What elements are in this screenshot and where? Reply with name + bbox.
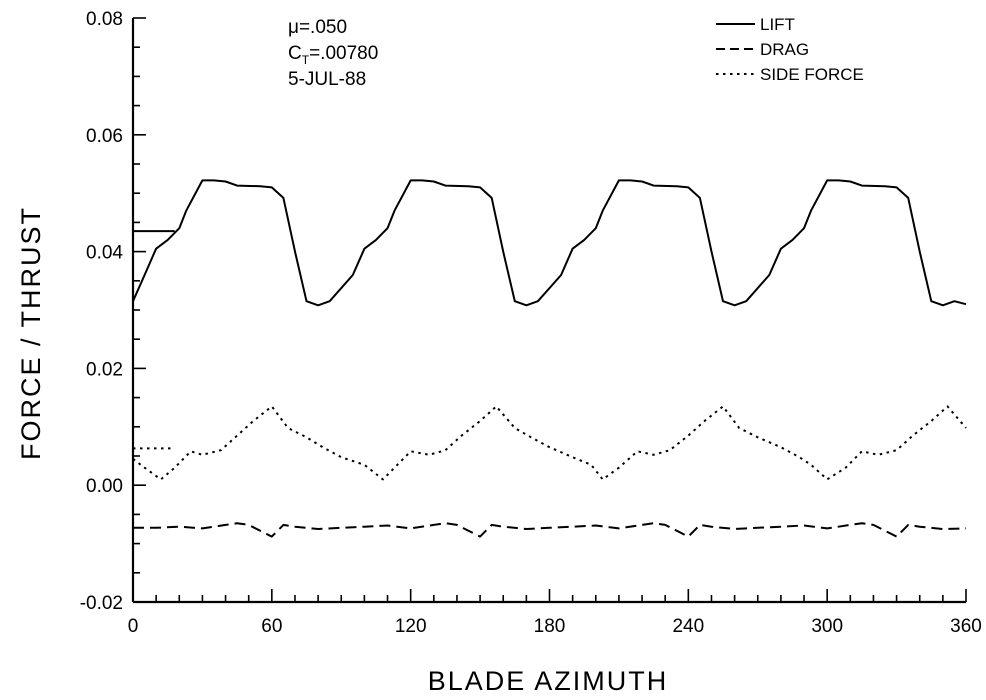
legend-label-drag: DRAG (760, 40, 809, 59)
legend: LIFT DRAG SIDE FORCE (716, 15, 864, 84)
x-tick-label: 60 (261, 616, 282, 637)
axes (131, 18, 966, 604)
mu-annotation: μ=.050 (288, 17, 347, 38)
x-tick-label: 180 (534, 616, 566, 637)
series-line-lift (132, 179, 967, 307)
mean-markers (133, 230, 175, 450)
ct-subscript: T (302, 53, 310, 67)
x-tick-label: 120 (395, 616, 427, 637)
x-tick-label: 360 (950, 616, 982, 637)
legend-label-side-force: SIDE FORCE (760, 65, 864, 84)
date-annotation: 5-JUL-88 (288, 69, 366, 90)
y-tick-label: 0.08 (86, 9, 123, 30)
tick-labels: 0 60 120 180 240 300 360 -0.02 0.00 0.02 0.04 0.06 0… (80, 9, 982, 637)
parameter-annotation: μ=.050 CT=.00780 5-JUL-88 (288, 17, 378, 90)
x-tick-label: 240 (672, 616, 704, 637)
tick-marks (132, 17, 967, 603)
ct-value: =.00780 (309, 43, 378, 64)
series-line-side-force (132, 405, 967, 481)
legend-label-lift: LIFT (760, 15, 795, 34)
y-tick-label: -0.02 (80, 593, 123, 614)
x-tick-label: 300 (811, 616, 843, 637)
series-line-drag (133, 522, 967, 538)
y-tick-label: 0.04 (86, 243, 123, 264)
ct-annotation: CT=.00780 (288, 43, 378, 67)
y-axis-title: FORCE / THRUST (16, 206, 46, 460)
y-tick-label: 0.02 (86, 359, 123, 380)
y-tick-label: 0.00 (86, 476, 123, 497)
y-tick-label: 0.06 (86, 126, 123, 147)
x-axis-title: BLADE AZIMUTH (428, 666, 669, 696)
ct-prefix: C (288, 43, 302, 64)
x-tick-label: 0 (128, 616, 139, 637)
series-lines (132, 179, 967, 538)
